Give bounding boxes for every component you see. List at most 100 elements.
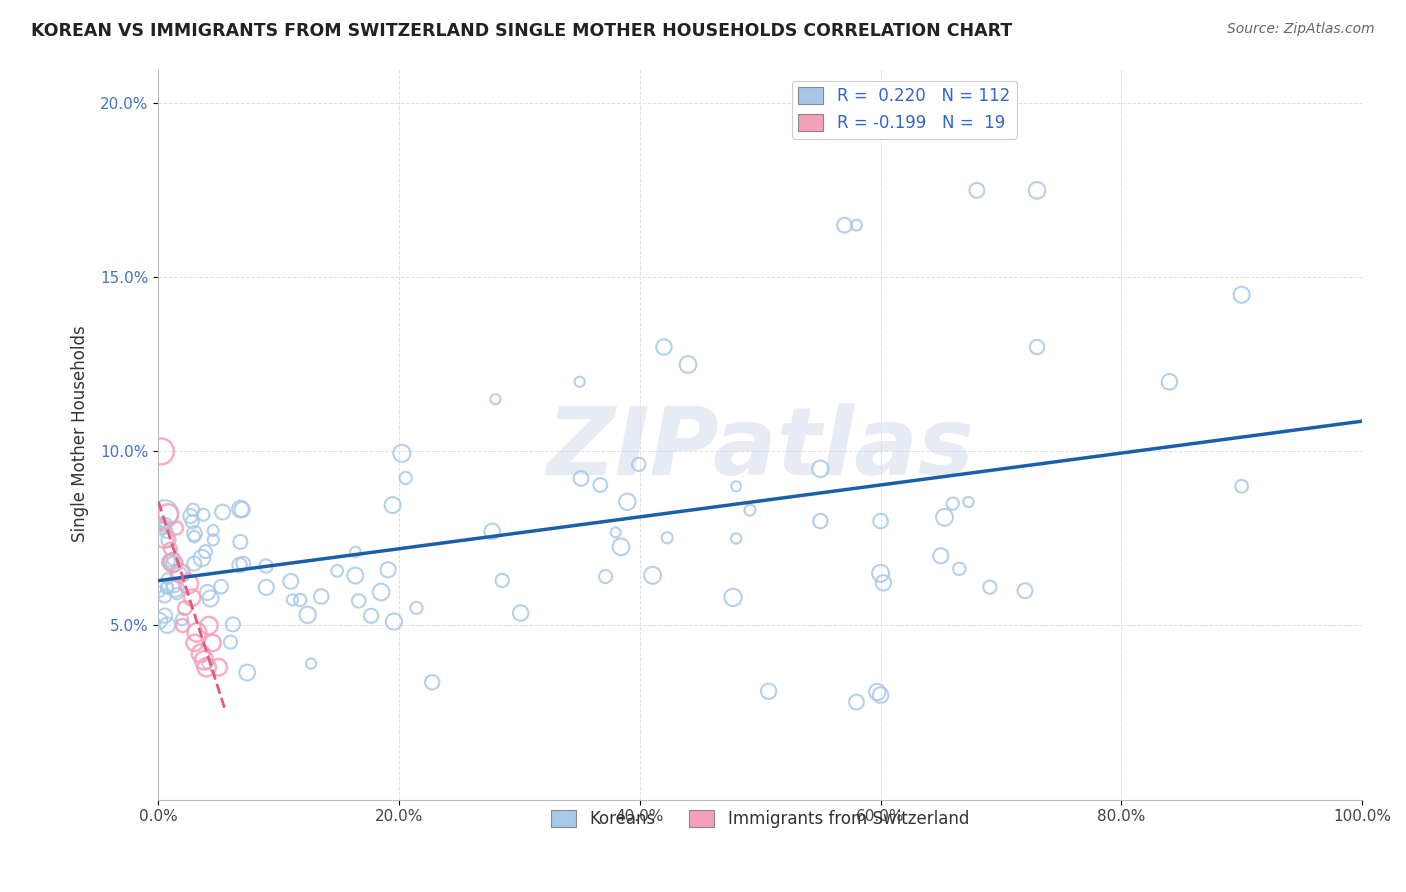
Point	[162, 552, 184, 566]
Point	[326, 564, 349, 578]
Point	[172, 618, 194, 632]
Point	[360, 608, 382, 623]
Point	[163, 581, 186, 595]
Point	[198, 618, 221, 632]
Point	[957, 495, 980, 509]
Point	[153, 608, 176, 623]
Point	[869, 514, 891, 528]
Point	[195, 657, 218, 671]
Point	[194, 544, 217, 558]
Point	[254, 559, 277, 574]
Point	[568, 375, 591, 389]
Point	[202, 533, 225, 547]
Point	[149, 614, 172, 628]
Point	[595, 569, 617, 583]
Point	[231, 502, 253, 516]
Point	[200, 591, 222, 606]
Point	[589, 478, 612, 492]
Point	[169, 567, 191, 582]
Point	[381, 498, 404, 512]
Point	[309, 590, 332, 604]
Point	[834, 218, 856, 232]
Point	[193, 653, 215, 667]
Point	[869, 688, 891, 702]
Point	[236, 665, 259, 680]
Point	[149, 519, 172, 533]
Point	[162, 556, 184, 570]
Point	[1230, 479, 1253, 493]
Point	[627, 458, 650, 472]
Point	[966, 183, 988, 197]
Point	[156, 572, 179, 586]
Y-axis label: Single Mother Households: Single Mother Households	[72, 326, 89, 542]
Point	[156, 581, 179, 595]
Point	[929, 549, 952, 563]
Point	[155, 524, 177, 539]
Text: ZIPatlas: ZIPatlas	[546, 402, 974, 495]
Point	[758, 684, 780, 698]
Point	[157, 507, 180, 521]
Point	[209, 580, 232, 594]
Point	[207, 660, 229, 674]
Point	[181, 515, 204, 529]
Point	[177, 576, 200, 591]
Point	[169, 566, 191, 581]
Point	[219, 635, 242, 649]
Point	[657, 531, 679, 545]
Point	[382, 615, 405, 629]
Point	[232, 557, 254, 571]
Point	[281, 592, 304, 607]
Point	[405, 601, 427, 615]
Point	[156, 618, 179, 632]
Point	[344, 568, 367, 582]
Point	[610, 540, 633, 554]
Point	[676, 358, 699, 372]
Point	[174, 601, 197, 615]
Point	[1230, 287, 1253, 301]
Point	[153, 507, 176, 521]
Point	[1014, 583, 1036, 598]
Point	[181, 591, 204, 605]
Point	[481, 524, 503, 539]
Point	[1159, 375, 1181, 389]
Point	[652, 340, 675, 354]
Point	[725, 479, 748, 493]
Legend: Koreans, Immigrants from Switzerland: Koreans, Immigrants from Switzerland	[544, 804, 976, 835]
Point	[569, 471, 592, 485]
Point	[197, 585, 219, 599]
Point	[395, 471, 418, 485]
Point	[170, 612, 193, 626]
Point	[942, 497, 965, 511]
Point	[491, 574, 513, 588]
Point	[297, 607, 319, 622]
Point	[1026, 340, 1049, 354]
Point	[721, 591, 744, 605]
Point	[156, 581, 179, 595]
Point	[181, 502, 204, 516]
Point	[157, 533, 180, 547]
Point	[159, 541, 181, 556]
Point	[190, 646, 212, 660]
Point	[810, 462, 832, 476]
Point	[725, 532, 748, 546]
Point	[391, 446, 413, 460]
Point	[934, 510, 956, 524]
Point	[377, 563, 399, 577]
Point	[872, 575, 894, 590]
Point	[845, 695, 868, 709]
Point	[211, 505, 233, 519]
Point	[191, 551, 214, 566]
Point	[153, 532, 176, 546]
Point	[290, 593, 312, 607]
Point	[149, 444, 172, 458]
Point	[157, 554, 180, 568]
Point	[605, 525, 627, 540]
Point	[201, 636, 224, 650]
Point	[166, 587, 188, 601]
Point	[280, 574, 302, 589]
Point	[179, 509, 201, 524]
Point	[193, 508, 215, 522]
Point	[183, 557, 205, 571]
Point	[153, 518, 176, 533]
Point	[195, 660, 218, 674]
